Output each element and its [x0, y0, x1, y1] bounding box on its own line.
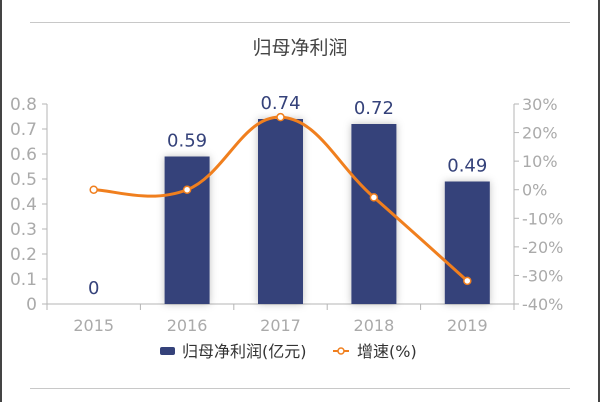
chart-title: 归母净利润 — [252, 37, 347, 59]
right-tick-label: 10% — [522, 152, 558, 171]
legend: 归母净利润(亿元) 增速(%) — [160, 342, 417, 361]
bar-data-label: 0 — [88, 278, 99, 299]
frame-left-edge — [0, 0, 2, 402]
bar-data-label: 0.74 — [260, 93, 300, 114]
bar-data-label: 0.49 — [447, 156, 487, 177]
x-tick-label: 2019 — [447, 316, 488, 335]
left-tick-label: 0.1 — [10, 270, 37, 290]
right-tick-label: 20% — [522, 124, 558, 143]
legend-line-label[interactable]: 增速(%) — [357, 342, 417, 361]
right-tick-label: -10% — [522, 209, 563, 228]
left-tick-label: 0.3 — [10, 220, 37, 240]
growth-point — [182, 185, 192, 194]
x-tick-label: 2015 — [73, 316, 114, 335]
right-tick-label: -40% — [522, 295, 563, 314]
x-tick-label: 2017 — [260, 316, 301, 335]
bar — [258, 119, 303, 304]
left-tick-label: 0.5 — [10, 170, 37, 190]
left-tick-label: 0.4 — [10, 195, 37, 215]
growth-point — [369, 193, 379, 202]
left-tick-label: 0.6 — [10, 145, 37, 165]
growth-point — [463, 276, 472, 286]
right-tick-label: -20% — [522, 238, 563, 257]
left-tick-label: 0 — [26, 295, 37, 315]
growth-point — [276, 112, 285, 122]
bottom-divider — [30, 388, 570, 389]
bar — [351, 124, 397, 304]
right-tick-label: 0% — [522, 181, 547, 200]
frame-right-edge — [598, 0, 600, 402]
growth-point — [89, 185, 98, 194]
bar — [444, 181, 490, 304]
x-tick-label: 2016 — [167, 316, 208, 335]
right-tick-label: 30% — [522, 95, 558, 114]
legend-line-marker — [337, 347, 345, 355]
left-tick-label: 0.7 — [10, 120, 37, 140]
legend-bar-swatch — [160, 347, 175, 355]
bar-data-label: 0.72 — [354, 98, 394, 119]
legend-bar-label[interactable]: 归母净利润(亿元) — [182, 342, 307, 361]
left-tick-label: 0.2 — [10, 245, 37, 265]
left-tick-label: 0.8 — [10, 95, 37, 115]
bar-data-label: 0.59 — [167, 131, 207, 152]
top-divider — [30, 22, 570, 23]
right-tick-label: -30% — [522, 266, 563, 285]
x-tick-label: 2018 — [354, 316, 395, 335]
